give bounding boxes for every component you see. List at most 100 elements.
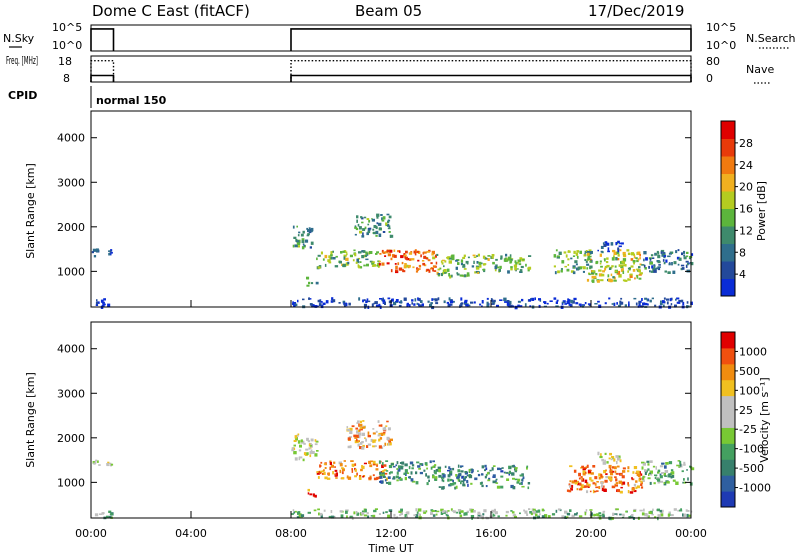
range-gate-cell (312, 493, 315, 497)
range-gate-cell (591, 279, 595, 283)
range-gate-cell (519, 270, 522, 273)
range-gate-cell (657, 266, 661, 268)
range-gate-cell (649, 470, 653, 474)
range-gate-cell (363, 462, 367, 465)
range-gate-cell (340, 514, 344, 518)
range-gate-cell (399, 514, 402, 516)
range-gate-cell (575, 252, 579, 256)
range-gate-cell (598, 273, 603, 277)
range-gate-cell (360, 428, 363, 431)
range-gate-cell (521, 485, 525, 488)
range-gate-cell (499, 299, 503, 301)
range-gate-cell (449, 483, 453, 486)
range-gate-cell (379, 437, 383, 440)
range-gate-cell (334, 473, 337, 476)
range-gate-cell (317, 254, 321, 257)
range-gate-cell (584, 479, 588, 483)
range-gate-cell (375, 304, 380, 307)
range-gate-cell (356, 261, 360, 264)
range-gate-cell (648, 265, 650, 269)
range-gate-cell (599, 253, 602, 257)
range-gate-cell (450, 479, 453, 481)
range-gate-cell (384, 472, 388, 475)
nave-line-1 (290, 59, 692, 82)
range-gate-cell (532, 508, 536, 511)
range-gate-cell (430, 466, 433, 470)
range-gate-cell (398, 476, 401, 480)
range-gate-cell (322, 302, 326, 305)
range-gate-cell (361, 446, 365, 450)
range-gate-cell (455, 266, 458, 270)
range-gate-cell (484, 464, 487, 468)
range-gate-cell (355, 434, 359, 438)
range-gate-cell (632, 471, 635, 474)
range-gate-cell (305, 448, 309, 451)
range-gate-cell (517, 261, 520, 264)
range-gate-cell (514, 478, 518, 481)
range-gate-cell (685, 255, 689, 258)
range-gate-cell (517, 268, 519, 270)
range-gate-cell (493, 299, 496, 302)
range-gate-cell (474, 271, 478, 274)
range-gate-cell (515, 469, 518, 472)
range-gate-cell (470, 301, 474, 304)
range-gate-cell (596, 513, 600, 517)
range-gate-cell (368, 219, 371, 223)
range-gate-cell (591, 275, 595, 279)
range-gate-cell (324, 254, 328, 259)
range-gate-cell (451, 510, 455, 512)
range-gate-cell (298, 513, 302, 517)
range-gate-cell (356, 512, 360, 516)
range-gate-cell (294, 244, 298, 248)
range-gate-cell (361, 426, 365, 429)
range-gate-cell (418, 268, 421, 270)
range-gate-cell (492, 474, 496, 478)
range-gate-cell (457, 509, 462, 512)
range-gate-cell (537, 509, 541, 513)
range-gate-cell (645, 470, 648, 473)
range-gate-cell (637, 485, 640, 489)
range-gate-cell (393, 254, 397, 258)
colorbar-segment (721, 191, 735, 209)
range-gate-cell (318, 470, 323, 474)
range-gate-cell (398, 465, 401, 469)
range-gate-cell (110, 249, 113, 252)
range-gate-cell (525, 263, 527, 267)
range-gate-cell (417, 297, 419, 300)
range-gate-cell (635, 302, 638, 306)
range-gate-cell (398, 250, 401, 253)
range-gate-cell (400, 300, 403, 304)
range-gate-cell (604, 459, 606, 462)
range-gate-cell (392, 476, 396, 480)
sky-noise-line-0 (90, 28, 115, 51)
range-gate-cell (509, 260, 512, 264)
range-gate-cell (612, 249, 616, 253)
range-gate-cell (641, 461, 645, 464)
range-gate-cell (401, 261, 404, 265)
range-gate-cell (91, 251, 94, 254)
range-gate-cell (364, 254, 368, 257)
range-gate-cell (300, 514, 305, 517)
range-gate-cell (482, 513, 485, 516)
range-gate-cell (293, 451, 297, 455)
range-gate-cell (616, 273, 620, 275)
colorbar-tick-label: 8 (739, 246, 746, 259)
range-gate-cell (297, 433, 300, 436)
range-gate-cell (416, 268, 420, 271)
range-gate-cell (470, 471, 474, 474)
range-gate-cell (513, 513, 516, 516)
range-gate-cell (679, 463, 682, 467)
range-gate-cell (296, 516, 300, 518)
range-gate-cell (607, 250, 610, 253)
range-gate-cell (515, 470, 517, 473)
range-gate-cell (627, 270, 629, 273)
range-gate-cell (462, 263, 466, 267)
range-gate-cell (293, 511, 295, 514)
range-gate-cell (388, 509, 393, 512)
range-gate-cell (630, 515, 634, 518)
range-gate-cell (317, 476, 320, 479)
range-gate-cell (581, 486, 585, 489)
ytick-label-3000: 3000 (57, 176, 85, 189)
range-gate-cell (633, 297, 637, 300)
range-gate-cell (401, 461, 405, 465)
